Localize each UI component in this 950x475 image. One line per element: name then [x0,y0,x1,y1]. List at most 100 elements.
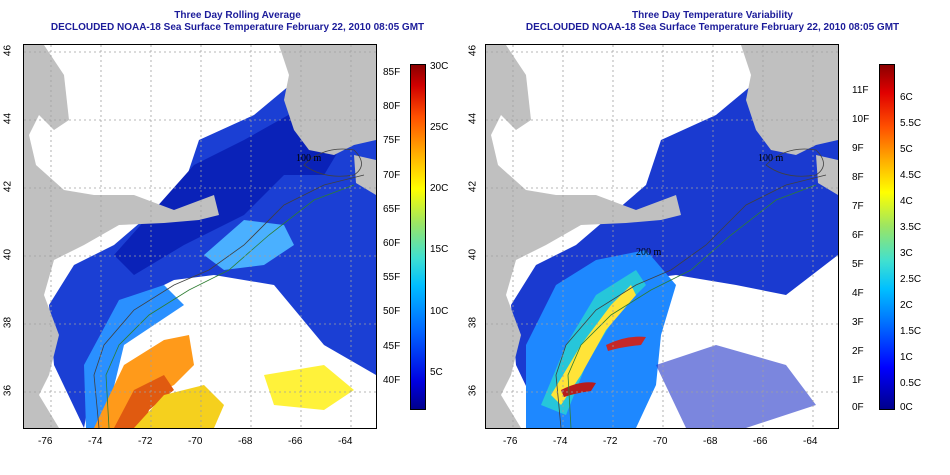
colorbar-c-label: 10C [430,306,449,317]
colorbar-f-label: 65F [383,204,401,215]
colorbar-f-label: 70F [383,170,401,181]
colorbar-c-label: 2.5C [900,274,922,285]
lon-tick: -76 [38,436,53,447]
lat-tick: 42 [467,180,479,193]
panel-title: Three Day Temperature Variability [632,10,793,21]
colorbar-f-label: 4F [852,288,864,299]
us-coastline-land [486,45,681,428]
contour-label-100m: 100 m [296,153,322,164]
colorbar-c-label: 1C [900,352,913,363]
variability-map: 100 m 200 m [485,44,839,429]
colorbar-f-label: 3F [852,317,864,328]
lon-tick: -68 [703,436,718,447]
cape-breton-land [354,155,376,195]
colorbar-f-label: 8F [852,172,864,183]
nova-scotia-land [741,45,838,155]
colorbar-c-label: 25C [430,122,449,133]
warm-water-patch [134,385,224,428]
gulf-stream-water [94,335,194,428]
colorbar-f-label: 0F [852,402,864,413]
lon-tick: -74 [88,436,103,447]
georges-bank-contour [765,148,824,177]
colorbar-c-label: 0C [900,402,913,413]
georges-bank-contour [303,148,362,177]
colorbar-c-label: 2C [900,300,913,311]
colorbar-c-label: 3C [900,248,913,259]
contour-label-100m: 100 m [758,153,784,164]
cape-breton-land [816,155,838,195]
colorbar-f-label: 60F [383,238,401,249]
panel-subtitle: DECLOUDED NOAA-18 Sea Surface Temperatur… [525,22,900,33]
depth-contour-100m [93,174,365,428]
lon-tick: -76 [503,436,518,447]
sst-average-panel: Three Day Rolling Average DECLOUDED NOAA… [2,10,449,447]
lon-tick: -72 [603,436,618,447]
lon-tick: -70 [653,436,668,447]
colorbar-c-label: 5C [430,367,443,378]
colorbar-f-label: 85F [383,67,401,78]
sst-variability-panel: Three Day Temperature Variability DECLOU… [468,0,950,475]
us-coastline-land [24,45,219,428]
colorbar-c-label: 5C [900,144,913,155]
colorbar-c-label: 6C [900,92,913,103]
colorbar-f-label: 7F [852,201,864,212]
temperature-colorbar [410,64,426,410]
gulf-stream-front [561,382,596,397]
lat-tick: 38 [467,316,479,329]
colorbar-f-label: 40F [383,375,401,386]
colorbar-c-label: 4C [900,196,913,207]
colorbar-f-label: 2F [852,346,864,357]
front-variability-band [551,285,636,405]
nova-scotia-land [279,45,376,155]
panel-title: Three Day Rolling Average [174,10,301,21]
panel-subtitle: DECLOUDED NOAA-18 Sea Surface Temperatur… [50,22,425,33]
lat-tick: 40 [2,248,14,261]
scatter-variability [656,345,816,428]
lat-tick: 46 [467,44,479,57]
lon-tick: -66 [753,436,768,447]
colorbar-c-label: 4.5C [900,170,922,181]
colorbar-f-label: 50F [383,306,401,317]
low-variability-region [511,65,838,428]
cold-water-core [114,95,354,275]
lon-tick: -68 [238,436,253,447]
lon-tick: -74 [553,436,568,447]
colorbar-f-label: 55F [383,272,401,283]
colorbar-f-label: 5F [852,259,864,270]
gulf-stream-front [606,336,646,351]
warm-scatter-patch [264,365,354,410]
lon-tick: -72 [138,436,153,447]
depth-contour-200m [567,184,817,428]
variability-colorbar [879,64,895,410]
colorbar-c-label: 30C [430,61,449,72]
lat-tick: 36 [467,384,479,397]
colorbar-f-label: 80F [383,101,401,112]
colorbar-c-label: 1.5C [900,326,922,337]
lat-tick: 42 [2,180,14,193]
colorbar-c-label: 5.5C [900,118,922,129]
lon-tick: -64 [338,436,353,447]
lat-tick: 40 [467,248,479,261]
colorbar-c-label: 3.5C [900,222,922,233]
lon-tick: -70 [188,436,203,447]
colorbar-f-label: 1F [852,375,864,386]
lon-tick: -64 [803,436,818,447]
lon-tick: -66 [288,436,303,447]
colorbar-f-label: 75F [383,135,401,146]
lat-tick: 36 [2,384,14,397]
lat-tick: 44 [467,112,479,125]
sst-map: 100 m [23,44,377,429]
colorbar-c-label: 0.5C [900,378,922,389]
colorbar-c-label: 20C [430,183,449,194]
colorbar-f-label: 6F [852,230,864,241]
contour-label-200m: 200 m [636,247,662,258]
colorbar-f-label: 9F [852,143,864,154]
depth-contour-100m [555,174,827,428]
gulf-stream-core [114,375,174,428]
colorbar-f-label: 45F [383,341,401,352]
lat-tick: 46 [2,44,14,57]
colorbar-f-label: 10F [852,114,870,125]
lat-tick: 38 [2,316,14,329]
colorbar-f-label: 11F [852,85,869,96]
lat-tick: 44 [2,112,14,125]
